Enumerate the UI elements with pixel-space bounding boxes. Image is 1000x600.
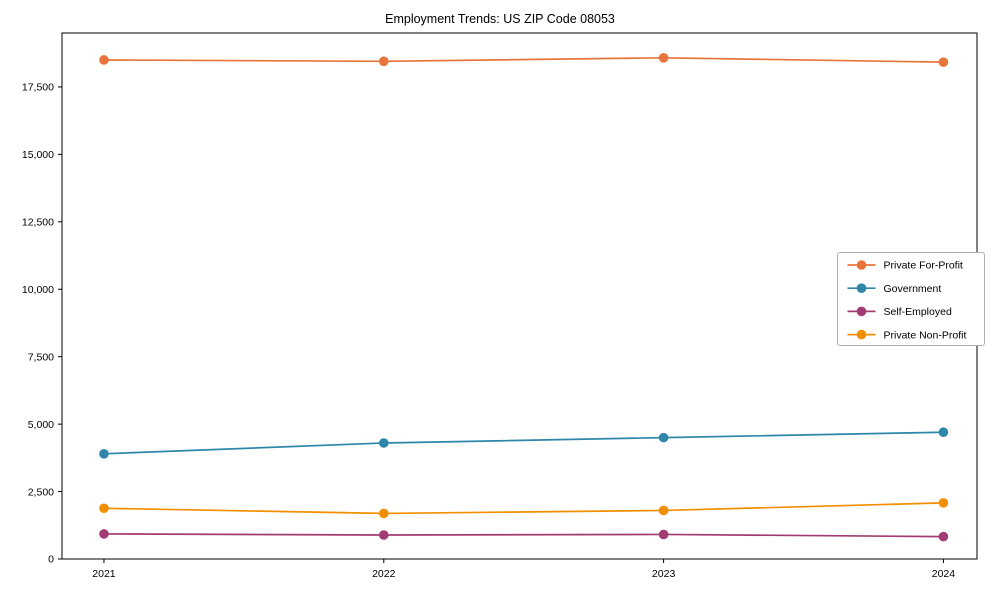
data-point-self-employed-2021 [99, 529, 109, 539]
legend-label-private-non-profit: Private Non-Profit [884, 329, 967, 341]
legend-marker-private-for-profit [856, 260, 867, 270]
legend-item-self-employed: Self-Employed [847, 306, 952, 318]
data-point-government-2021 [99, 449, 109, 459]
data-point-private-non-profit-2023 [658, 505, 669, 516]
x-tick-label: 2021 [92, 568, 116, 580]
data-point-private-for-profit-2022 [378, 56, 389, 67]
series-line-government [103, 431, 944, 455]
legend-box [837, 252, 985, 346]
data-point-government-2024 [938, 427, 949, 438]
x-tick-label: 2022 [372, 568, 396, 580]
legend-label-private-for-profit: Private For-Profit [884, 260, 963, 272]
data-point-self-employed-2024 [938, 531, 949, 542]
y-tick-label: 5,000 [28, 419, 54, 431]
legend-label-self-employed: Self-Employed [884, 306, 952, 318]
data-point-self-employed-2023 [658, 529, 669, 540]
data-point-private-for-profit-2023 [658, 53, 669, 63]
y-tick-label: 15,000 [22, 149, 54, 161]
y-tick-label: 10,000 [22, 284, 54, 296]
legend-item-private-non-profit: Private Non-Profit [847, 329, 967, 341]
data-point-private-for-profit-2024 [938, 57, 949, 67]
series-line-private-non-profit [103, 502, 944, 515]
legend-marker-private-non-profit [856, 329, 867, 340]
y-tick-label: 0 [48, 554, 54, 566]
data-point-private-non-profit-2024 [938, 498, 949, 508]
legend-marker-self-employed [856, 306, 867, 317]
data-point-self-employed-2022 [378, 530, 389, 540]
chart-title: Employment Trends: US ZIP Code 08053 [385, 12, 615, 26]
y-tick-label: 7,500 [28, 351, 54, 363]
y-tick-label: 17,500 [22, 82, 54, 94]
data-point-private-for-profit-2021 [99, 55, 109, 65]
data-point-government-2023 [658, 432, 669, 443]
y-tick-label: 2,500 [28, 486, 54, 498]
x-tick-label: 2024 [932, 568, 956, 580]
plot-area: 0 2,500 5,000 7,500 10,000 12,500 15,000 17,500… [22, 32, 978, 580]
legend-label-government: Government [884, 283, 942, 295]
data-point-government-2022 [378, 438, 389, 448]
data-point-private-non-profit-2021 [99, 503, 109, 514]
legend-item-private-for-profit: Private For-Profit [847, 260, 963, 272]
legend-item-government: Government [847, 283, 942, 295]
series-line-self-employed [103, 533, 944, 538]
legend: Private For-Profit Government Self-Employe… [837, 252, 985, 346]
series-line-private-for-profit [103, 56, 944, 63]
x-tick-label: 2023 [652, 568, 676, 580]
y-tick-label: 12,500 [22, 217, 54, 229]
data-point-private-non-profit-2022 [378, 508, 389, 519]
legend-marker-government [856, 283, 867, 294]
